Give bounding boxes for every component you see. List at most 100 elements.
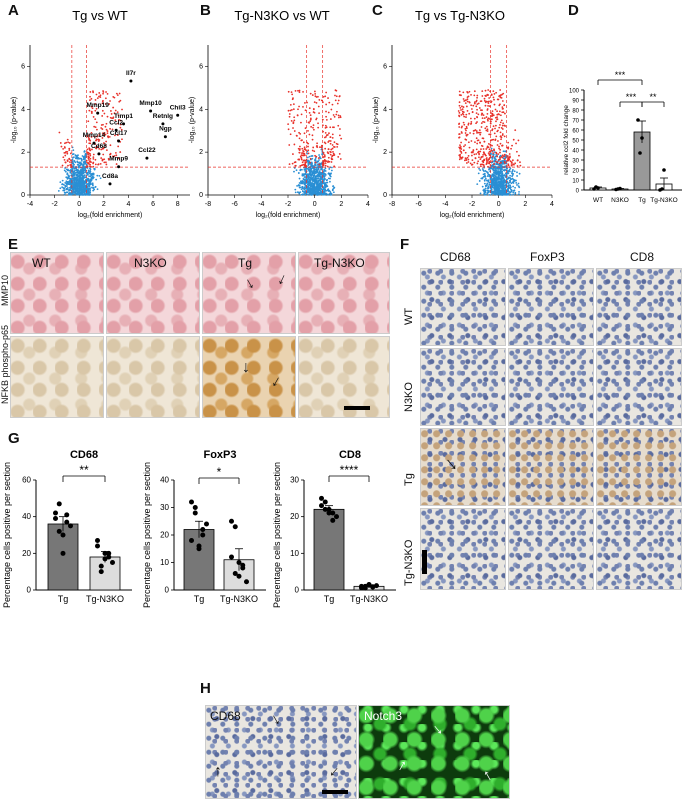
volcano-point [77, 156, 79, 159]
volcano-point [500, 161, 502, 164]
volcano-point [94, 103, 97, 105]
volcano-point [517, 185, 520, 188]
volcano-point [482, 164, 485, 167]
volcano-point [100, 148, 103, 151]
volcano-point [311, 138, 314, 141]
volcano-point [337, 99, 340, 102]
volcano-point [485, 125, 488, 128]
volcano-point [303, 176, 306, 178]
volcano-point [89, 160, 92, 163]
volcano-point [296, 114, 299, 117]
volcano-point [297, 147, 300, 150]
scale-bar [344, 406, 370, 410]
volcano-point [479, 100, 482, 103]
volcano-point [477, 160, 480, 163]
volcano-point [481, 117, 484, 120]
tile-f-tg-cd68 [420, 428, 506, 506]
volcano-point [288, 115, 291, 118]
volcano-point [64, 154, 67, 157]
volcano-point [466, 91, 469, 94]
volcano-point [459, 144, 461, 147]
volcano-point [76, 163, 79, 166]
volcano-point [501, 170, 504, 173]
volcano-point [68, 142, 71, 144]
volcano-point [83, 192, 86, 195]
volcano-point [338, 153, 341, 155]
volcano-point [470, 122, 473, 125]
volcano-point [317, 95, 319, 98]
volcano-point [333, 141, 336, 144]
volcano-point [473, 117, 476, 120]
data-point [236, 560, 242, 565]
tile-e-tg-mmp10 [202, 252, 296, 334]
volcano-point [76, 193, 78, 196]
volcano-point [64, 142, 66, 145]
volcano-point [323, 184, 326, 187]
volcano-point [71, 162, 74, 165]
volcano-point [68, 147, 71, 150]
volcano-point [467, 161, 470, 163]
volcano-point [460, 148, 463, 150]
volcano-point [324, 142, 327, 145]
volcano-point [458, 90, 461, 93]
volcano-point [470, 93, 472, 96]
volcano-point [462, 98, 465, 100]
volcano-point [493, 188, 496, 191]
volcano-point [498, 167, 501, 170]
volcano-point [309, 120, 311, 123]
volcano-point [329, 177, 331, 180]
volcano-point [500, 179, 503, 182]
volcano-point [499, 158, 501, 161]
volcano-point [112, 106, 115, 109]
volcano-point [505, 182, 508, 185]
volcano-point [88, 172, 91, 175]
volcano-point [117, 122, 119, 125]
volcano-point [465, 127, 468, 130]
volcano-point [301, 152, 303, 155]
volcano-point [77, 154, 79, 157]
volcano-point [98, 92, 101, 94]
volcano-point [499, 94, 502, 96]
volcano-point [74, 176, 77, 179]
volcano-point [300, 157, 303, 159]
volcano-point [300, 181, 302, 184]
volcano-point [313, 169, 316, 172]
volcano-point [504, 187, 506, 190]
volcano-point [482, 175, 485, 178]
volcano-point [79, 172, 82, 175]
volcano-point [325, 103, 328, 106]
volcano-point [465, 116, 467, 118]
volcano-point [332, 152, 335, 155]
volcano-point [503, 158, 506, 161]
x-tick-label: 4 [550, 201, 554, 208]
volcano-point [492, 138, 495, 141]
volcano-point [83, 174, 86, 177]
volcano-point [117, 114, 120, 117]
volcano-point [84, 188, 87, 191]
volcano-point [473, 101, 476, 104]
volcano-point [324, 95, 327, 98]
volcano-point [310, 170, 313, 173]
volcano-point [89, 99, 91, 102]
volcano-point [502, 169, 505, 172]
volcano-point [306, 152, 308, 155]
volcano-plots: Tg vs WT -4 -2 0 2 4 6 8 0 2 4 6 log₂(fold enrichme… [11, 8, 554, 219]
volcano-point [90, 105, 93, 108]
volcano-point [475, 148, 478, 151]
volcano-point [66, 178, 69, 180]
volcano-point [502, 122, 505, 125]
volcano-point [299, 180, 302, 183]
volcano-point [461, 108, 464, 111]
x-tick-label: -2 [51, 201, 57, 208]
x-axis-label: log₂(fold enrichment) [78, 212, 143, 219]
volcano-point [462, 106, 465, 108]
data-point [204, 521, 209, 527]
volcano-point [309, 174, 312, 177]
data-point [102, 550, 108, 556]
volcano-point [309, 167, 312, 169]
row-label-f-tgn3ko: Tg-N3KO [403, 539, 415, 586]
volcano-point [292, 153, 294, 155]
volcano-point [71, 177, 74, 180]
volcano-point [494, 190, 497, 193]
volcano-point [115, 163, 118, 165]
